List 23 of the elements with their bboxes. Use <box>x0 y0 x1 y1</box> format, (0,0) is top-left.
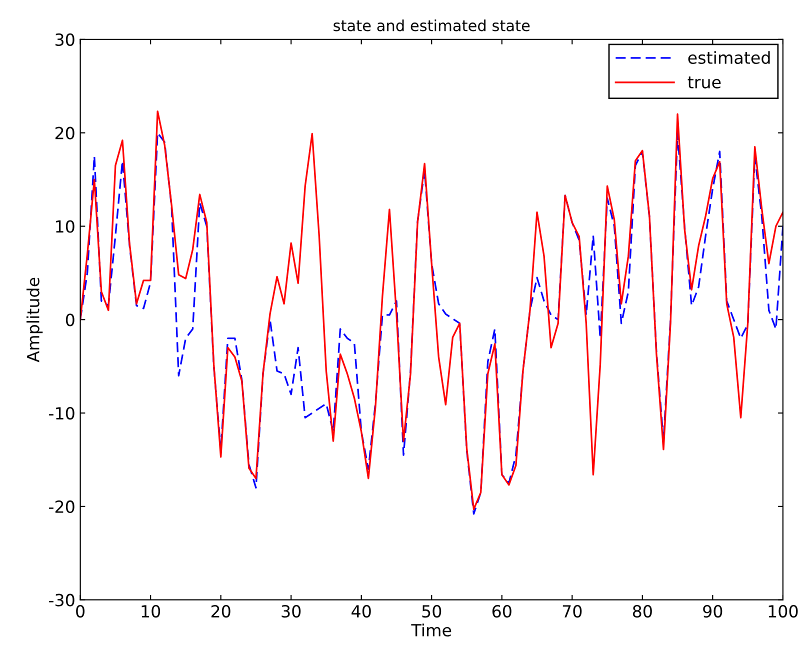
y-tick-label: -30 <box>49 594 74 606</box>
y-axis-title: Amplitude <box>26 278 43 362</box>
y-tick-label: 20 <box>55 126 74 140</box>
y-tick-label: -20 <box>49 500 74 514</box>
x-tick-label: 0 <box>76 604 84 618</box>
x-tick-label: 50 <box>422 604 442 618</box>
legend-label: estimated <box>688 51 770 64</box>
y-tick-label: -10 <box>49 406 74 420</box>
y-tick-label: 10 <box>56 220 74 233</box>
x-axis-title: Time <box>411 624 452 637</box>
y-tick-label: 30 <box>56 33 74 46</box>
x-tick-label: 80 <box>632 604 652 618</box>
y-tick-label: 0 <box>66 314 74 326</box>
legend-label: true <box>688 76 721 88</box>
x-tick-label: 90 <box>703 604 722 618</box>
x-tick-label: 40 <box>352 604 371 618</box>
x-tick-label: 100 <box>768 604 798 618</box>
chart-title: state and estimated state <box>334 19 530 32</box>
x-tick-label: 30 <box>282 604 301 618</box>
x-tick-label: 20 <box>211 604 230 618</box>
x-tick-label: 10 <box>142 604 160 618</box>
x-tick-label: 70 <box>562 604 582 618</box>
x-tick-label: 60 <box>492 604 512 618</box>
